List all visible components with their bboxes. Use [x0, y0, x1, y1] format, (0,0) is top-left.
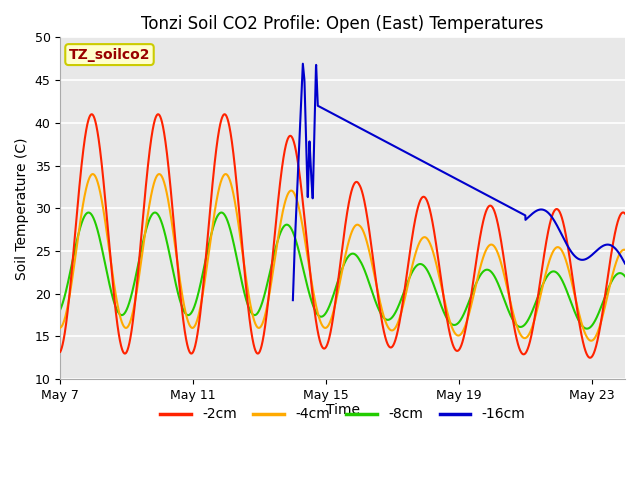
- Y-axis label: Soil Temperature (C): Soil Temperature (C): [15, 137, 29, 279]
- Text: TZ_soilco2: TZ_soilco2: [68, 48, 150, 61]
- Legend: -2cm, -4cm, -8cm, -16cm: -2cm, -4cm, -8cm, -16cm: [155, 402, 531, 427]
- X-axis label: Time: Time: [326, 403, 360, 417]
- Title: Tonzi Soil CO2 Profile: Open (East) Temperatures: Tonzi Soil CO2 Profile: Open (East) Temp…: [141, 15, 544, 33]
